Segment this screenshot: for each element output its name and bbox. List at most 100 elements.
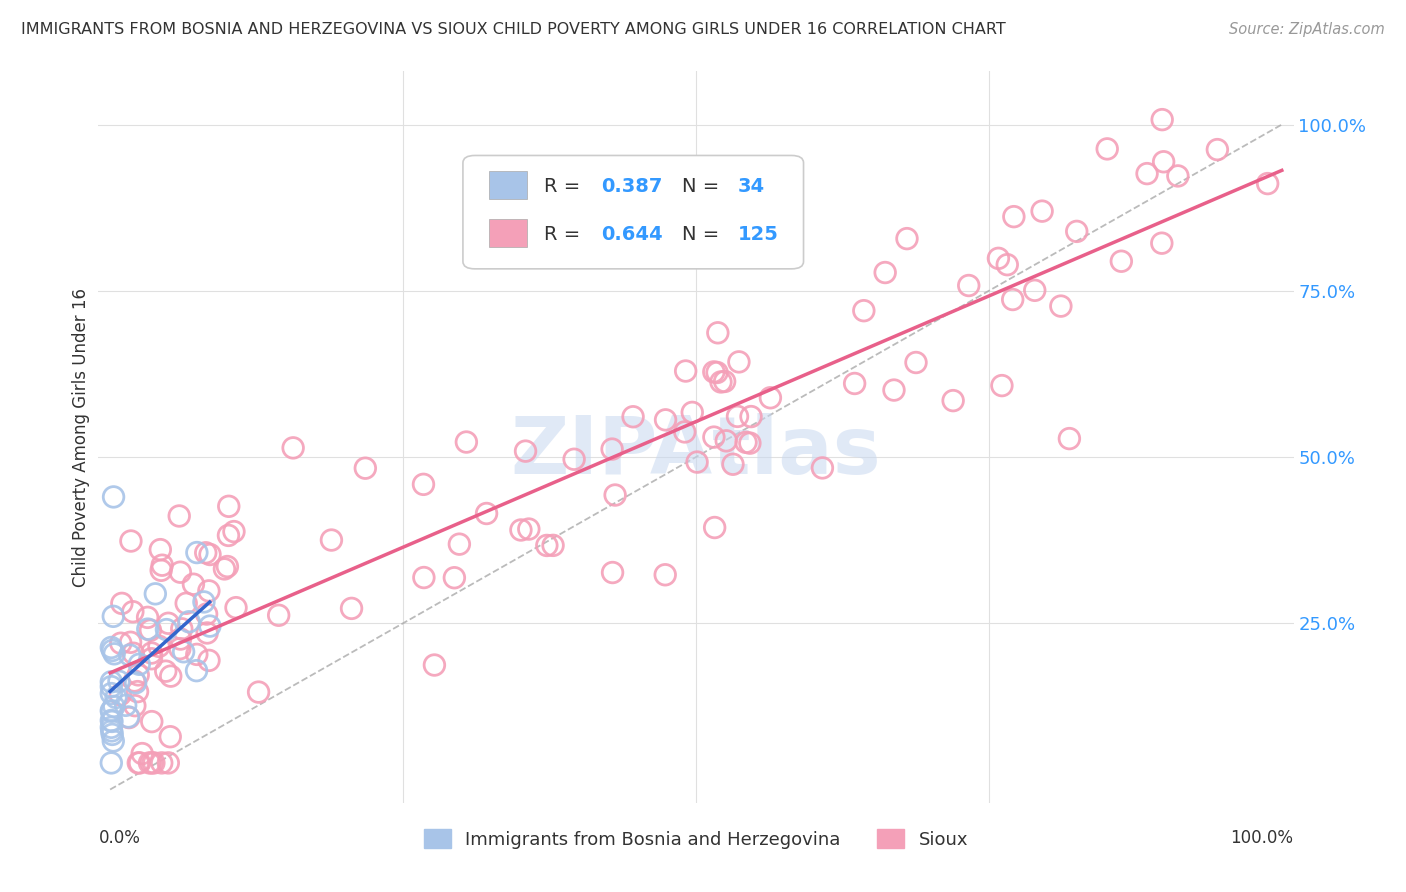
Point — [124, 675, 146, 690]
Point — [735, 435, 758, 450]
Point — [536, 538, 558, 552]
Point — [1002, 210, 1025, 224]
Point — [183, 577, 205, 591]
Point — [120, 534, 142, 549]
Point — [124, 673, 146, 688]
Point — [852, 303, 875, 318]
Point — [131, 747, 153, 761]
Point — [716, 434, 738, 448]
Point — [194, 546, 217, 560]
Point — [169, 565, 191, 579]
Point — [114, 698, 136, 713]
FancyBboxPatch shape — [463, 155, 804, 268]
Point — [127, 756, 149, 770]
Point — [141, 646, 163, 660]
Text: ZIPAtlas: ZIPAtlas — [510, 413, 882, 491]
Point — [111, 596, 134, 610]
Point — [103, 647, 125, 661]
Text: 100.0%: 100.0% — [1230, 829, 1294, 847]
Point — [214, 562, 236, 576]
Text: 0.0%: 0.0% — [98, 829, 141, 847]
Point — [710, 375, 733, 389]
Point — [517, 522, 540, 536]
Point — [423, 658, 446, 673]
Point — [108, 674, 131, 689]
Point — [654, 413, 676, 427]
Y-axis label: Child Poverty Among Girls Under 16: Child Poverty Among Girls Under 16 — [72, 287, 90, 587]
Point — [100, 756, 122, 770]
Point — [1059, 432, 1081, 446]
Text: 0.644: 0.644 — [602, 225, 664, 244]
Point — [706, 366, 728, 380]
FancyBboxPatch shape — [489, 171, 527, 200]
Point — [225, 600, 247, 615]
Point — [1167, 169, 1189, 183]
Point — [118, 710, 141, 724]
Point — [412, 477, 434, 491]
Point — [142, 756, 165, 770]
Point — [340, 601, 363, 615]
Point — [321, 533, 343, 547]
Point — [118, 648, 141, 662]
Point — [1050, 299, 1073, 313]
Point — [186, 664, 208, 678]
Point — [957, 278, 980, 293]
Point — [1153, 154, 1175, 169]
Point — [991, 378, 1014, 392]
Point — [811, 461, 834, 475]
Point — [703, 520, 725, 534]
Point — [686, 455, 709, 469]
Point — [740, 409, 762, 424]
Point — [103, 490, 125, 504]
Point — [1136, 167, 1159, 181]
Point — [169, 641, 191, 656]
Point — [124, 698, 146, 713]
Point — [169, 632, 191, 646]
Point — [104, 690, 127, 705]
Point — [100, 674, 122, 689]
Point — [103, 734, 125, 748]
Point — [281, 441, 304, 455]
Point — [738, 436, 761, 450]
Point — [510, 523, 533, 537]
Point — [217, 528, 239, 542]
Point — [100, 704, 122, 718]
Point — [654, 567, 676, 582]
FancyBboxPatch shape — [489, 219, 527, 247]
Point — [1111, 254, 1133, 268]
Point — [150, 756, 173, 770]
Point — [170, 622, 193, 636]
Point — [247, 685, 270, 699]
Point — [103, 699, 125, 714]
Point — [456, 435, 478, 450]
Point — [1066, 224, 1088, 238]
Point — [603, 488, 626, 502]
Point — [883, 383, 905, 397]
Point — [942, 393, 965, 408]
Point — [198, 583, 221, 598]
Point — [110, 636, 132, 650]
Point — [707, 326, 730, 340]
Point — [541, 538, 564, 552]
Point — [103, 609, 125, 624]
Text: R =: R = — [544, 178, 586, 196]
Point — [121, 605, 143, 619]
Point — [128, 756, 150, 770]
Point — [101, 643, 124, 657]
Text: N =: N = — [682, 178, 725, 196]
Point — [167, 508, 190, 523]
Point — [412, 570, 434, 584]
Point — [675, 364, 697, 378]
Point — [110, 688, 132, 702]
Point — [143, 587, 166, 601]
Point — [148, 640, 170, 654]
Point — [1257, 177, 1279, 191]
Text: Source: ZipAtlas.com: Source: ZipAtlas.com — [1229, 22, 1385, 37]
Point — [844, 376, 866, 391]
Text: 125: 125 — [738, 225, 779, 244]
Point — [218, 500, 240, 514]
Point — [875, 266, 897, 280]
Point — [149, 542, 172, 557]
Point — [136, 622, 159, 636]
Point — [1001, 293, 1024, 307]
